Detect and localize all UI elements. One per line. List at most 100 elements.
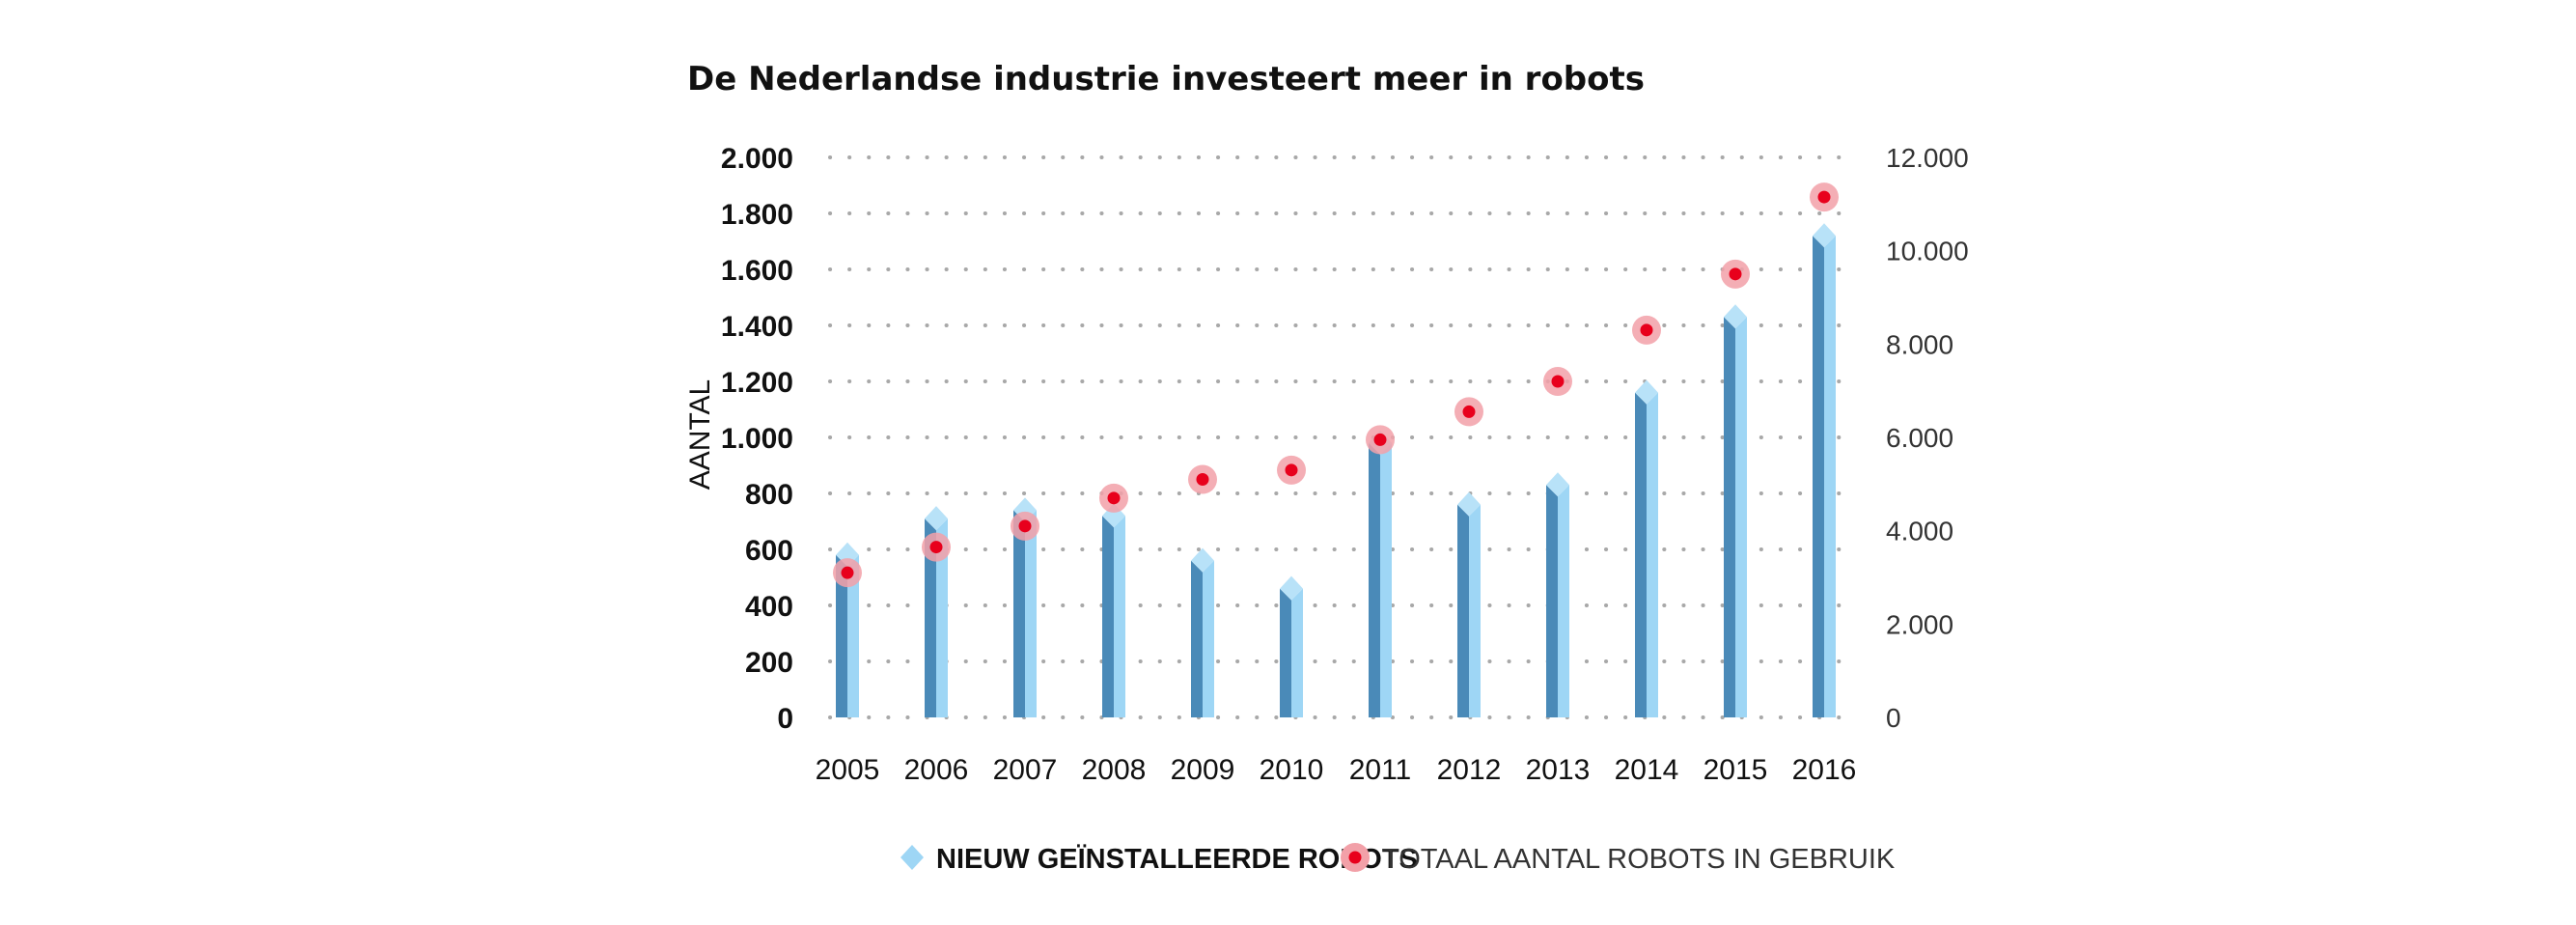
data-point-core [929, 541, 943, 554]
bar-cap [1813, 223, 1836, 248]
data-point [1721, 259, 1750, 289]
x-tick-label: 2014 [1615, 754, 1679, 786]
data-point [1277, 455, 1306, 485]
left-tick-label: 1.800 [721, 199, 793, 231]
right-tick-label: 8.000 [1886, 329, 1953, 359]
bar [1724, 304, 1747, 717]
left-tick-label: 0 [777, 703, 793, 735]
gridlines [828, 155, 1850, 719]
data-point-core [1196, 473, 1209, 486]
right-tick-label: 2.000 [1886, 609, 1953, 639]
bar-cap [1457, 491, 1481, 517]
bar-light-face [1114, 516, 1125, 717]
data-point-core [1373, 433, 1387, 446]
legend-dot-marker [1341, 843, 1370, 872]
legend-dot-label: TOTAAL AANTAL ROBOTS IN GEBRUIK [1382, 844, 1896, 875]
bar-cap [1635, 379, 1658, 405]
x-tick-label: 2011 [1349, 754, 1412, 786]
bar-shade-face [1013, 510, 1025, 717]
x-tick-label: 2015 [1703, 754, 1768, 786]
data-point-core [1107, 491, 1121, 505]
x-tick-label: 2013 [1526, 754, 1591, 786]
bar-light-face [1025, 510, 1037, 717]
right-tick-label: 0 [1886, 703, 1901, 733]
bar-shade-face [1546, 485, 1558, 717]
data-point-core [1729, 267, 1742, 281]
bar-shade-face [1457, 504, 1469, 717]
bar-shade-face [1724, 317, 1735, 717]
bar-shade-face [1635, 392, 1647, 717]
right-tick-label: 6.000 [1886, 423, 1953, 453]
y-axis-label: AANTAL [684, 379, 716, 490]
x-axis-ticks: 2005 2006 2007 2008 2009 2010 2011 2012 2013 2014… [816, 754, 1857, 786]
bar-shade-face [1369, 442, 1380, 717]
left-tick-label: 600 [745, 535, 793, 567]
bar-light-face [1203, 560, 1214, 717]
bar-shade-face [925, 519, 936, 717]
bar-shade-face [1191, 560, 1203, 717]
right-tick-label: 4.000 [1886, 517, 1953, 547]
bar [1635, 379, 1658, 717]
x-tick-label: 2006 [904, 754, 969, 786]
bar-light-face [1380, 442, 1392, 717]
bar [1457, 491, 1481, 717]
chart-title: De Nederlandse industrie investeert meer… [687, 60, 1645, 98]
bar-series [836, 223, 1836, 717]
legend-bar-marker [900, 845, 924, 870]
data-point-core [1018, 519, 1032, 533]
bar [1280, 575, 1303, 717]
left-tick-label: 200 [745, 647, 793, 679]
x-tick-label: 2012 [1437, 754, 1502, 786]
bar-cap [925, 506, 948, 531]
data-point-core [841, 566, 854, 579]
right-tick-label: 12.000 [1886, 143, 1969, 173]
x-tick-label: 2010 [1260, 754, 1324, 786]
data-point [833, 558, 862, 588]
bar-light-face [1735, 317, 1747, 717]
data-point [1099, 483, 1128, 513]
left-tick-label: 2.000 [721, 143, 793, 175]
bar-cap [1280, 575, 1303, 601]
bar-light-face [1647, 392, 1658, 717]
dot-series [833, 182, 1839, 588]
data-point [1011, 511, 1039, 541]
bar-light-face [1291, 588, 1303, 717]
bar-shade-face [836, 554, 847, 717]
left-tick-label: 800 [745, 479, 793, 511]
right-axis-ticks: 0 2.000 4.000 6.000 8.000 10.000 12.000 [1886, 143, 1969, 733]
bar-light-face [1469, 504, 1481, 717]
data-point [1632, 315, 1661, 345]
bar [1102, 503, 1125, 717]
x-tick-label: 2005 [816, 754, 880, 786]
left-tick-label: 1.200 [721, 367, 793, 399]
bar-light-face [936, 519, 948, 717]
x-tick-label: 2007 [993, 754, 1058, 786]
data-point [1366, 425, 1395, 455]
bar-cap [1102, 503, 1125, 528]
right-tick-label: 10.000 [1886, 237, 1969, 266]
data-point [1454, 397, 1483, 427]
bar-shade-face [1102, 516, 1114, 717]
legend-bar-label: NIEUW GEÏNSTALLEERDE ROBOTS [936, 843, 1418, 875]
data-point-core [1817, 190, 1831, 204]
data-point-core [1462, 405, 1476, 418]
data-point [922, 532, 951, 562]
bar [1546, 472, 1569, 717]
bar [1369, 430, 1392, 717]
x-tick-label: 2009 [1171, 754, 1235, 786]
bar [1813, 223, 1836, 717]
bar-cap [1191, 547, 1214, 573]
x-tick-label: 2008 [1082, 754, 1147, 786]
bar-shade-face [1813, 236, 1824, 717]
left-axis-ticks: 0 200 400 600 800 1.000 1.200 1.400 1.600 1.800 2.… [721, 143, 793, 735]
bar-light-face [1558, 485, 1569, 717]
x-tick-label: 2016 [1792, 754, 1857, 786]
left-tick-label: 1.400 [721, 311, 793, 343]
data-point [1188, 464, 1217, 494]
bar-shade-face [1280, 588, 1291, 717]
left-tick-label: 1.000 [721, 423, 793, 455]
bar [1191, 547, 1214, 717]
left-tick-label: 400 [745, 591, 793, 623]
left-tick-label: 1.600 [721, 255, 793, 287]
bar-light-face [847, 554, 859, 717]
